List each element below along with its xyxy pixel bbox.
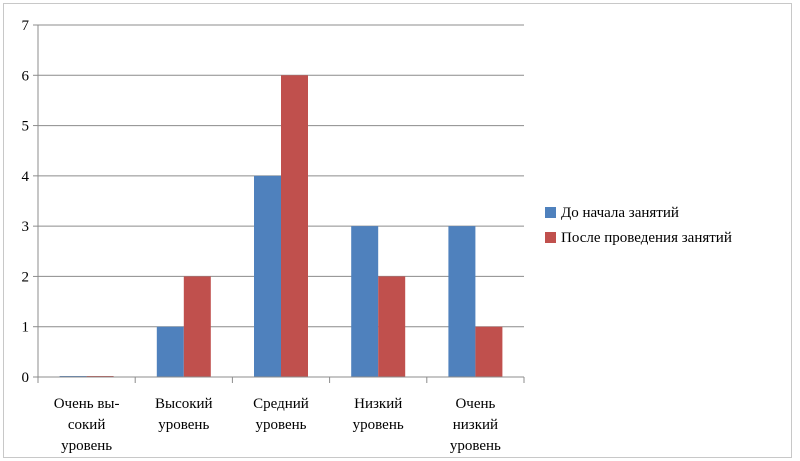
bars bbox=[59, 75, 503, 378]
legend-item: После проведения занятий bbox=[545, 230, 732, 246]
y-tick-label: 5 bbox=[22, 119, 30, 135]
bar-after bbox=[281, 75, 308, 378]
legend-label: До начала занятий bbox=[561, 205, 679, 221]
category-label: Низкий уровень bbox=[353, 396, 404, 433]
y-tick-label: 1 bbox=[22, 320, 30, 336]
category-label-line: сокий bbox=[68, 417, 106, 433]
category-label: Средний уровень bbox=[253, 396, 309, 433]
bar-before bbox=[448, 226, 476, 377]
legend-swatch bbox=[545, 232, 556, 243]
category-label-line: Высокий bbox=[155, 396, 213, 412]
category-label: Очень низкий уровень bbox=[450, 396, 501, 454]
category-labels: Очень вы-сокийуровеньВысокийуровеньСредн… bbox=[54, 396, 501, 454]
y-tick-label: 2 bbox=[22, 269, 30, 285]
bar-before bbox=[254, 175, 281, 377]
legend: До начала занятий После проведения заняти… bbox=[545, 205, 732, 246]
legend-swatch bbox=[545, 207, 556, 218]
category-label-line: низкий bbox=[453, 417, 498, 433]
y-tick-label: 6 bbox=[22, 68, 30, 84]
y-tick-labels: 0 1 2 3 4 5 6 7 bbox=[22, 18, 30, 386]
y-tick-label: 0 bbox=[22, 370, 30, 386]
category-label-line: Средний bbox=[253, 396, 309, 412]
category-label-line: уровень bbox=[158, 417, 209, 433]
category-label-line: Очень bbox=[455, 396, 495, 412]
category-label-line: уровень bbox=[255, 417, 306, 433]
legend-label: После проведения занятий bbox=[561, 230, 732, 246]
category-label: Высокий уровень bbox=[155, 396, 213, 433]
category-label-line: уровень bbox=[353, 417, 404, 433]
bar-after bbox=[378, 276, 406, 377]
y-tick-label: 4 bbox=[22, 169, 30, 185]
bar-before bbox=[351, 226, 379, 377]
legend-item: До начала занятий bbox=[545, 205, 679, 221]
category-label: Очень вы-сокий уровень bbox=[54, 396, 120, 454]
y-tick-label: 7 bbox=[22, 18, 30, 34]
bar-before bbox=[156, 326, 184, 377]
bar-after bbox=[475, 326, 503, 377]
category-label-line: уровень bbox=[61, 438, 112, 454]
chart-frame bbox=[3, 3, 792, 458]
bar-after bbox=[183, 276, 211, 377]
category-label-line: уровень bbox=[450, 438, 501, 454]
category-label-line: Очень вы- bbox=[54, 396, 120, 412]
y-tick-label: 3 bbox=[22, 219, 30, 235]
axes bbox=[33, 24, 525, 383]
category-label-line: Низкий bbox=[354, 396, 402, 412]
